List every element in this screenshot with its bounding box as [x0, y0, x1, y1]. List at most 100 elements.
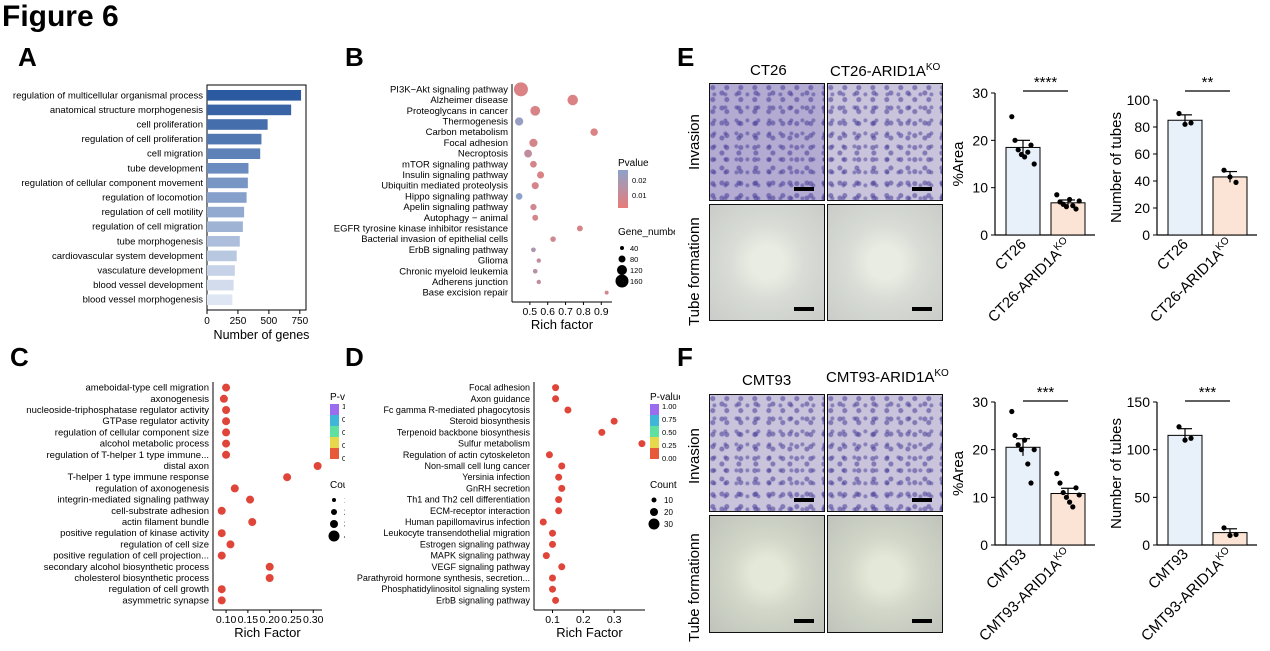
category-label: Ubiquitin mediated proteolysis [381, 181, 508, 192]
data-point [265, 562, 274, 571]
data-point [539, 518, 547, 526]
y-tick-label: 20 [972, 442, 988, 458]
row-label-tube-e: Tube formationn [686, 217, 703, 326]
micrograph-tube-ct26 [709, 204, 825, 321]
scale-bar [912, 307, 932, 311]
data-point [1073, 485, 1079, 491]
scale-bar [912, 619, 932, 623]
bar [207, 250, 237, 262]
data-point [549, 540, 556, 548]
data-point [217, 529, 226, 538]
data-point [1025, 149, 1031, 155]
legend-size-label: 160 [630, 277, 643, 286]
category-label: tube morphogenesis [117, 236, 203, 247]
micro-title-cmt93-ko: CMT93-ARID1AKO [826, 368, 949, 386]
y-tick-label: 0 [980, 537, 988, 553]
legend-size-label: 30 [664, 520, 673, 529]
bar [207, 104, 292, 116]
category-label: T-helper 1 type immune response [67, 472, 209, 483]
x-tick-label: 0.2 [576, 614, 591, 626]
y-tick-label: 80 [1134, 119, 1150, 135]
data-point [222, 439, 231, 448]
data-point [222, 417, 231, 426]
legend-size-dot [332, 498, 336, 502]
category-label: actin filament bundle [122, 517, 209, 528]
data-point [219, 394, 228, 403]
legend-color-bar [618, 170, 628, 208]
y-tick-label: 150 [1127, 394, 1151, 410]
y-tick-label: 0 [980, 227, 988, 243]
data-point [555, 473, 563, 481]
legend-color-swatch [650, 448, 659, 459]
category-label: positive regulation of kinase activity [60, 528, 209, 539]
data-point [515, 193, 523, 200]
x-tick-label: 500 [261, 316, 278, 327]
category-label: Chronic myeloid leukemia [399, 266, 508, 277]
category-label: Terpenoid backbone biosynthesis [397, 427, 531, 437]
legend-color-tick: 0.50 [662, 428, 677, 437]
data-point [1063, 494, 1069, 500]
micrograph-invasion-cmt93 [709, 394, 825, 512]
category-label: blood vessel morphogenesis [83, 295, 204, 306]
data-point [1063, 204, 1069, 210]
x-tick-label: 0.5 [523, 306, 538, 318]
data-point [555, 507, 563, 515]
legend-size-label: 30 [344, 520, 345, 529]
data-point [246, 495, 255, 504]
legend-size-dot [618, 255, 626, 263]
legend-color-tick: 0.75 [342, 415, 345, 424]
data-point [1221, 167, 1227, 173]
category-label: Human papillomavirus infection [405, 517, 530, 527]
category-label: anatomical structure morphogenesis [50, 105, 203, 116]
bar [1167, 119, 1203, 236]
legend-color-title: P-value [650, 392, 680, 403]
legend-size-dot [648, 518, 660, 530]
category-label: regulation of locomotion [102, 193, 203, 204]
category-label: ameboidal-type cell migration [85, 383, 209, 394]
data-point [549, 585, 556, 593]
legend-color-tick: 0.75 [662, 415, 677, 424]
data-point [590, 128, 598, 136]
data-point [1176, 110, 1182, 117]
data-point [1233, 179, 1239, 185]
data-point [598, 428, 606, 436]
row-label-tube-f: Tube formationn [686, 533, 703, 642]
scale-bar [912, 498, 932, 502]
data-point [1022, 154, 1028, 160]
legend-color-tick: 0.00 [342, 454, 345, 463]
legend-color-swatch [330, 448, 339, 459]
x-tick-label: 750 [291, 316, 308, 327]
category-label: GnRH secretion [466, 483, 530, 493]
panel-label-a: A [18, 42, 37, 72]
category-label: Necroptosis [458, 149, 508, 160]
x-axis-label: Rich factor [531, 317, 594, 332]
legend-size-title: Count [330, 480, 345, 491]
x-axis-label: Number of genes [214, 328, 310, 342]
legend-color-tick: 0.25 [662, 441, 677, 450]
category-label: Non-small cell lung cancer [424, 461, 530, 471]
data-point [1188, 435, 1194, 441]
data-point [1025, 461, 1031, 467]
legend-size-label: 40 [344, 532, 345, 541]
y-tick-label: 60 [1134, 146, 1150, 162]
scale-bar [794, 187, 814, 191]
data-point [1067, 196, 1073, 203]
category-label: regulation of axonogenesis [95, 483, 209, 494]
x-tick-label: 0.15 [238, 614, 259, 626]
category-label: nucleoside-triphosphatase regulator acti… [26, 405, 209, 416]
y-tick-label: 20 [972, 132, 988, 148]
data-point [558, 563, 566, 571]
significance-label: **** [1034, 75, 1058, 91]
data-point [1233, 531, 1239, 538]
data-point [558, 484, 566, 492]
data-point [1009, 408, 1015, 415]
data-point [1067, 499, 1073, 505]
x-tick-label: 0.20 [259, 614, 280, 626]
micro-title-cmt93: CMT93 [742, 372, 792, 389]
legend-size-dot [615, 274, 629, 288]
legend-size-title: Count [650, 480, 677, 491]
category-label: cholesterol biosynthetic process [74, 573, 209, 584]
data-point [555, 496, 563, 504]
legend-color-swatch [330, 437, 339, 448]
